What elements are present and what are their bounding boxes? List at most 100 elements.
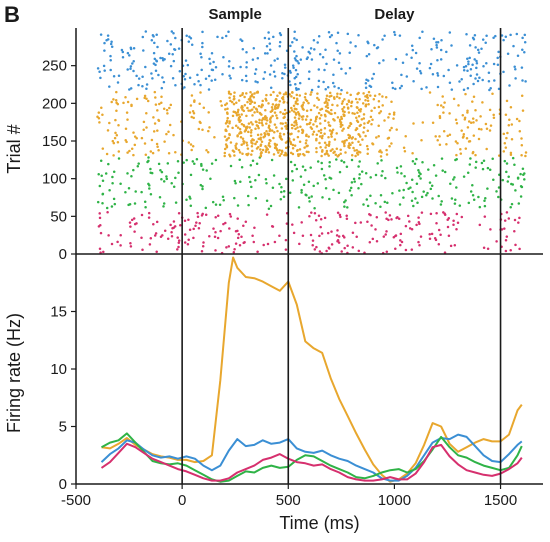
raster-spike <box>132 46 136 50</box>
raster-spike <box>274 145 277 149</box>
raster-spike <box>333 85 336 88</box>
raster-spike <box>390 218 393 221</box>
raster-spike <box>242 142 245 145</box>
raster-spike <box>267 37 271 40</box>
raster-spike <box>340 250 343 253</box>
raster-spike <box>272 153 276 156</box>
raster-spike <box>436 139 439 142</box>
raster-spike <box>476 79 480 83</box>
raster-spike <box>497 50 500 54</box>
raster-spike <box>310 91 313 94</box>
raster-spike <box>225 102 229 105</box>
raster-spike <box>112 141 116 145</box>
raster-spike <box>154 96 157 99</box>
raster-spike <box>245 61 248 64</box>
raster-spike <box>271 103 275 106</box>
raster-spike <box>156 45 159 49</box>
raster-spike <box>246 100 249 104</box>
raster-spike <box>239 130 242 134</box>
raster-spike <box>466 109 469 113</box>
raster-spike <box>132 69 135 73</box>
raster-spike <box>333 111 337 115</box>
raster-spike <box>430 232 434 236</box>
raster-spike <box>149 236 153 240</box>
raster-spike <box>314 119 317 123</box>
raster-spike <box>196 215 200 219</box>
raster-spike <box>492 62 496 66</box>
raster-spike <box>317 68 321 71</box>
raster-spike <box>296 153 300 156</box>
raster-spike <box>435 221 438 225</box>
raster-spike <box>259 136 262 140</box>
raster-spike <box>305 133 308 136</box>
raster-spike <box>434 135 437 138</box>
raster-spike <box>210 162 214 165</box>
raster-spike <box>243 240 246 244</box>
raster-spike <box>455 227 458 231</box>
raster-spike <box>132 131 135 134</box>
raster-spike <box>150 72 153 75</box>
raster-spike <box>344 72 348 75</box>
raster-spike <box>283 66 287 69</box>
raster-spike <box>233 179 237 183</box>
raster-spike <box>304 168 307 172</box>
raster-spike <box>302 101 305 104</box>
raster-spike <box>317 129 321 133</box>
raster-spike <box>492 36 495 39</box>
raster-spike <box>301 118 304 121</box>
raster-spike <box>359 123 362 127</box>
raster-spike <box>199 83 202 87</box>
raster-spike <box>354 154 357 158</box>
raster-spike <box>362 117 366 120</box>
raster-spike <box>191 160 195 163</box>
raster-spike <box>418 171 421 174</box>
raster-spike <box>145 112 148 115</box>
raster-spike <box>477 127 481 131</box>
raster-spike <box>247 122 251 125</box>
raster-spike <box>160 95 163 99</box>
raster-spike <box>132 153 135 157</box>
raster-spike <box>170 181 173 185</box>
raster-spike <box>289 83 292 87</box>
raster-spike <box>263 70 267 74</box>
raster-spike <box>291 91 294 94</box>
raster-spike <box>198 120 202 124</box>
raster-spike <box>157 162 161 166</box>
raster-spike <box>268 48 272 52</box>
raster-spike <box>505 99 509 103</box>
raster-spike <box>421 121 425 124</box>
raster-spike <box>239 38 242 41</box>
raster-spike <box>307 77 311 81</box>
raster-spike <box>276 129 279 133</box>
raster-spike <box>112 170 116 174</box>
raster-spike <box>109 54 112 58</box>
raster-spike <box>480 161 484 165</box>
raster-spike <box>191 109 195 113</box>
raster-spike <box>243 95 246 99</box>
raster-spike <box>379 193 383 197</box>
raster-spike <box>330 230 333 233</box>
raster-spike <box>340 159 343 163</box>
raster-spike <box>283 115 286 119</box>
raster-spike <box>227 30 230 33</box>
raster-spike <box>129 67 132 70</box>
raster-spike <box>258 121 261 125</box>
raster-spike <box>260 140 264 143</box>
raster-spike <box>425 86 428 89</box>
raster-spike <box>360 170 364 173</box>
raster-spike <box>245 114 248 118</box>
raster-spike <box>128 221 132 224</box>
raster-spike <box>275 116 279 120</box>
raster-spike <box>171 52 174 56</box>
raster-spike <box>252 47 256 50</box>
raster-spike <box>390 126 393 130</box>
raster-spike <box>250 108 254 111</box>
raster-spike <box>126 100 130 104</box>
raster-spike <box>241 108 244 111</box>
raster-spike <box>169 64 173 68</box>
raster-spike <box>126 51 130 55</box>
raster-spike <box>345 217 349 220</box>
rate-y-tick-label: 5 <box>59 419 67 436</box>
raster-spike <box>189 143 193 146</box>
raster-spike <box>492 178 495 181</box>
